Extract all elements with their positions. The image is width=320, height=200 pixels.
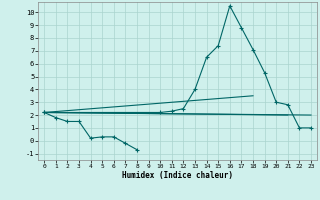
X-axis label: Humidex (Indice chaleur): Humidex (Indice chaleur) [122, 171, 233, 180]
